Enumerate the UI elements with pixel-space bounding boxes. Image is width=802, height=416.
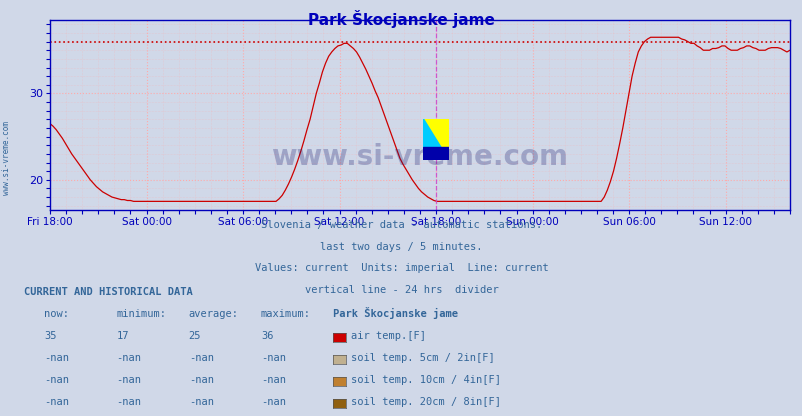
Text: -nan: -nan — [261, 353, 286, 363]
Text: Park Škocjanske jame: Park Škocjanske jame — [308, 10, 494, 28]
Text: -nan: -nan — [188, 375, 213, 385]
Text: -nan: -nan — [116, 353, 141, 363]
Text: Park Škocjanske jame: Park Škocjanske jame — [333, 307, 458, 319]
Text: -nan: -nan — [261, 397, 286, 407]
Text: 36: 36 — [261, 331, 273, 341]
Text: soil temp. 10cm / 4in[F]: soil temp. 10cm / 4in[F] — [350, 375, 500, 385]
Polygon shape — [423, 119, 448, 160]
Polygon shape — [423, 147, 448, 160]
Text: 17: 17 — [116, 331, 129, 341]
Text: Values: current  Units: imperial  Line: current: Values: current Units: imperial Line: cu… — [254, 263, 548, 273]
Text: maximum:: maximum: — [261, 309, 310, 319]
Text: now:: now: — [44, 309, 69, 319]
Text: -nan: -nan — [116, 397, 141, 407]
Text: -nan: -nan — [188, 353, 213, 363]
Text: -nan: -nan — [188, 397, 213, 407]
Text: average:: average: — [188, 309, 238, 319]
Text: -nan: -nan — [261, 375, 286, 385]
Text: air temp.[F]: air temp.[F] — [350, 331, 425, 341]
Text: CURRENT AND HISTORICAL DATA: CURRENT AND HISTORICAL DATA — [24, 287, 192, 297]
Text: soil temp. 5cm / 2in[F]: soil temp. 5cm / 2in[F] — [350, 353, 494, 363]
Text: vertical line - 24 hrs  divider: vertical line - 24 hrs divider — [304, 285, 498, 295]
Text: last two days / 5 minutes.: last two days / 5 minutes. — [320, 242, 482, 252]
Text: -nan: -nan — [116, 375, 141, 385]
Text: www.si-vreme.com: www.si-vreme.com — [2, 121, 11, 195]
Text: 25: 25 — [188, 331, 201, 341]
Text: -nan: -nan — [44, 397, 69, 407]
Text: Slovenia / weather data - automatic stations.: Slovenia / weather data - automatic stat… — [261, 220, 541, 230]
Text: www.si-vreme.com: www.si-vreme.com — [271, 143, 568, 171]
Text: soil temp. 20cm / 8in[F]: soil temp. 20cm / 8in[F] — [350, 397, 500, 407]
Text: -nan: -nan — [44, 375, 69, 385]
Polygon shape — [423, 119, 448, 160]
Text: -nan: -nan — [44, 353, 69, 363]
Text: minimum:: minimum: — [116, 309, 166, 319]
Text: 35: 35 — [44, 331, 57, 341]
